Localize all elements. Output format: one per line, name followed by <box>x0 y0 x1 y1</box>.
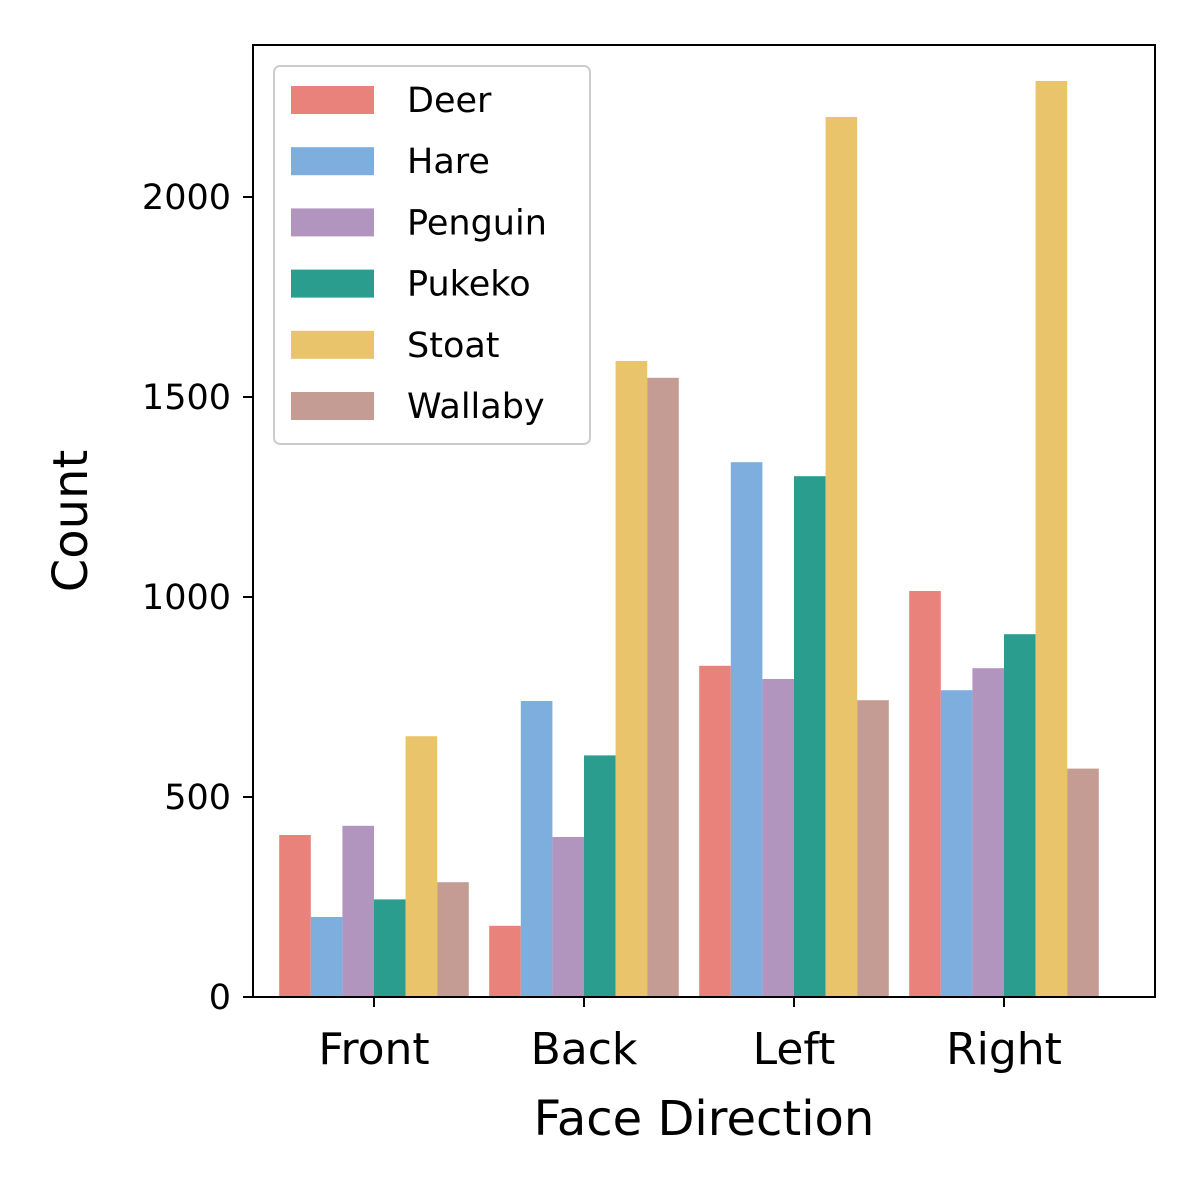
legend-swatch-penguin <box>291 208 374 237</box>
bar-deer-back <box>489 925 521 997</box>
y-tick-label: 1500 <box>142 378 231 418</box>
legend-label-wallaby: Wallaby <box>407 387 545 427</box>
legend-swatch-stoat <box>291 330 374 359</box>
legend-swatch-deer <box>291 86 374 114</box>
bar-penguin-back <box>552 837 584 997</box>
y-tick-label: 0 <box>209 978 231 1018</box>
legend-swatch-wallaby <box>291 392 374 420</box>
bar-pukeko-back <box>584 755 616 997</box>
bar-deer-right <box>909 591 941 997</box>
y-tick-label: 500 <box>164 778 231 818</box>
y-axis: 0 500 1000 1500 2000 <box>142 178 253 1018</box>
bar-stoat-back <box>615 361 648 997</box>
y-tick-label: 1000 <box>142 578 231 618</box>
bar-pukeko-front <box>374 899 406 997</box>
bar-stoat-right <box>1035 81 1068 997</box>
bar-deer-left <box>699 665 731 997</box>
x-axis: Front Back Left Right <box>318 997 1062 1075</box>
legend-swatch-hare <box>291 147 374 176</box>
bar-penguin-right <box>972 668 1004 997</box>
bar-stoat-left <box>825 117 858 997</box>
x-axis-label: Face Direction <box>534 1091 875 1147</box>
bar-hare-left <box>730 462 763 997</box>
x-tick-label-back: Back <box>531 1024 638 1075</box>
bar-hare-back <box>520 701 553 997</box>
bar-penguin-front <box>342 825 374 997</box>
x-tick-label-left: Left <box>753 1024 836 1075</box>
bar-wallaby-right <box>1067 768 1099 997</box>
y-axis-label: Count <box>43 450 99 593</box>
y-tick-label: 2000 <box>142 178 231 218</box>
bar-hare-front <box>310 917 343 997</box>
bar-wallaby-back <box>647 377 679 997</box>
bar-hare-right <box>940 690 973 997</box>
x-tick-label-front: Front <box>318 1024 429 1075</box>
bar-wallaby-front <box>437 882 469 997</box>
legend-label-pukeko: Pukeko <box>407 265 531 305</box>
legend-label-deer: Deer <box>407 81 492 121</box>
legend: Deer Hare Penguin Pukeko Stoat Wallaby <box>273 65 591 445</box>
legend-label-hare: Hare <box>407 142 490 182</box>
bar-penguin-left <box>762 679 794 997</box>
bar-pukeko-right <box>1004 634 1036 997</box>
bar-stoat-front <box>405 736 438 997</box>
bar-pukeko-left <box>794 476 826 997</box>
legend-label-stoat: Stoat <box>407 326 500 366</box>
bars-group <box>279 81 1099 997</box>
plot-frame <box>252 44 1156 998</box>
legend-label-penguin: Penguin <box>407 203 547 243</box>
bar-deer-front <box>279 835 311 997</box>
bar-wallaby-left <box>857 700 889 997</box>
x-tick-label-right: Right <box>946 1024 1062 1075</box>
legend-swatch-pukeko <box>291 269 374 298</box>
